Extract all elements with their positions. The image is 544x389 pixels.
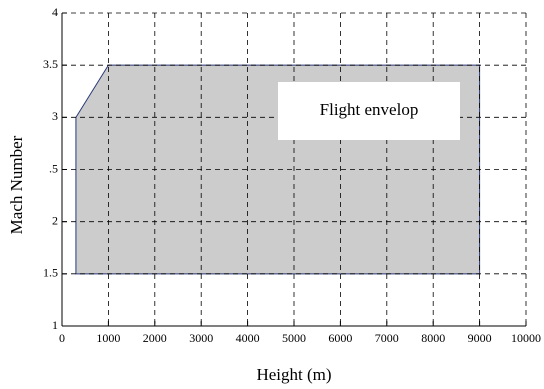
- y-tick-label: 2: [52, 213, 58, 227]
- x-tick-label: 8000: [421, 331, 445, 345]
- x-tick-label: 5000: [282, 331, 306, 345]
- y-axis-label: Mach Number: [7, 135, 26, 234]
- y-tick-label: 3.5: [43, 57, 58, 71]
- x-axis-label: Height (m): [256, 365, 331, 384]
- x-tick-label: 9000: [468, 331, 492, 345]
- x-tick-label: 0: [59, 331, 65, 345]
- y-tick-label: 1: [52, 318, 58, 332]
- y-tick-label: 3: [52, 109, 58, 123]
- x-tick-label: 7000: [375, 331, 399, 345]
- x-tick-label: 6000: [328, 331, 352, 345]
- legend-box: [278, 82, 460, 140]
- x-tick-label: 1000: [96, 331, 120, 345]
- y-tick-label: 1.5: [43, 266, 58, 280]
- x-tick-label: 2000: [143, 331, 167, 345]
- legend-label: Flight envelop: [320, 100, 419, 119]
- y-tick-label: .5: [49, 161, 58, 175]
- x-tick-label: 10000: [511, 331, 541, 345]
- x-tick-label: 4000: [236, 331, 260, 345]
- y-tick-label: 4: [52, 5, 58, 19]
- x-tick-label: 3000: [189, 331, 213, 345]
